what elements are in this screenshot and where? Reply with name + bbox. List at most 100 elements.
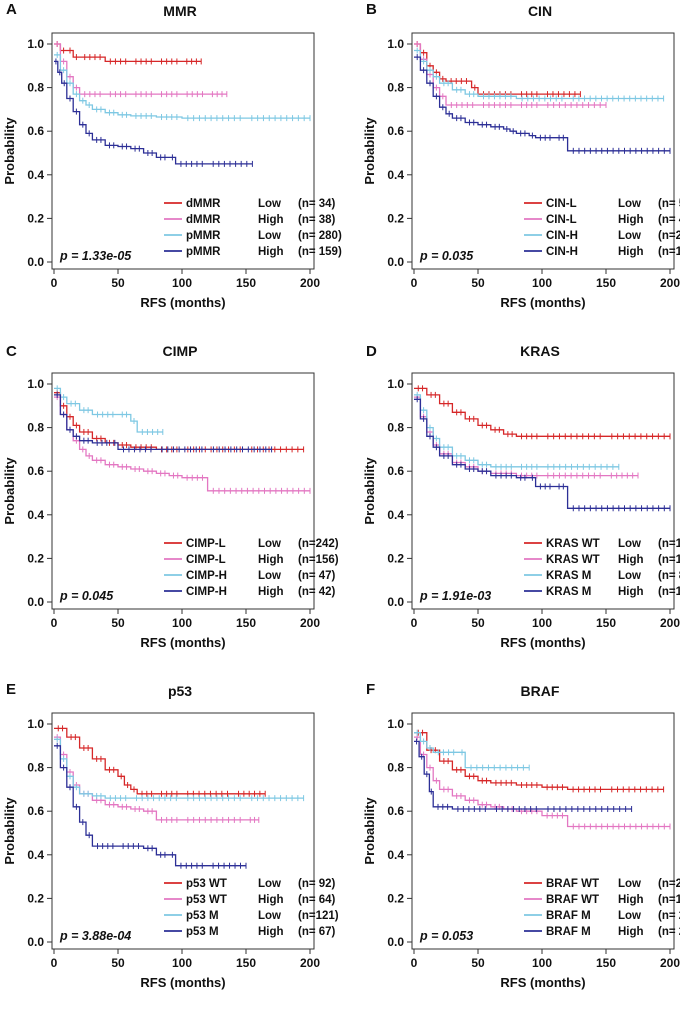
km-curve (414, 732, 664, 791)
legend-n: (n= 38) (298, 214, 336, 226)
y-tick-label: 0.8 (387, 421, 404, 435)
plot-frame (411, 712, 675, 950)
legend-level: Low (618, 878, 641, 890)
x-axis-label: RFS (months) (140, 635, 225, 650)
legend-n: (n=156) (298, 554, 339, 566)
km-curve (54, 43, 227, 95)
y-tick-label: 1.0 (387, 717, 404, 731)
x-tick-label: 50 (471, 616, 485, 630)
legend-name: CIN-L (546, 198, 577, 210)
legend-level: Low (618, 230, 641, 242)
legend-n: (n= 42) (298, 586, 336, 598)
x-tick-label: 0 (51, 956, 58, 970)
x-tick-label: 150 (596, 616, 616, 630)
legend-entry: CIMP-L Low (n=242) (164, 538, 339, 550)
legend-entry: p53 WT Low (n= 92) (164, 878, 336, 890)
legend-level: Low (258, 538, 281, 550)
legend-entry: KRAS WT High (n=133) (524, 554, 680, 566)
y-tick-label: 0.0 (27, 935, 44, 949)
legend-name: BRAF M (546, 926, 591, 938)
km-curve (54, 394, 272, 451)
y-tick-label: 0.2 (387, 551, 404, 565)
x-tick-label: 200 (660, 616, 680, 630)
legend-level: Low (618, 538, 641, 550)
legend-entry: BRAF M High (n= 26) (524, 926, 680, 938)
y-tick-label: 0.6 (387, 464, 404, 478)
y-axis-label: Probability (2, 457, 17, 525)
panel-letter: C (6, 343, 17, 360)
y-tick-label: 0.6 (27, 124, 44, 138)
panel-a: A MMR 0 50 100 150 200 0.0 0.2 0.4 0.6 0.8 1.0 RFS (m… (2, 1, 342, 310)
p-value: p = 3.88e-04 (59, 929, 131, 943)
series-3 (414, 47, 665, 102)
series-3 (54, 385, 164, 435)
y-tick-label: 0.6 (387, 124, 404, 138)
legend-entry: KRAS WT Low (n=189) (524, 538, 680, 550)
y-tick-label: 0.6 (27, 804, 44, 818)
x-tick-label: 150 (596, 956, 616, 970)
legend-n: (n= 47) (298, 570, 336, 582)
legend-entry: KRAS M High (n=128) (524, 586, 680, 598)
km-curve (54, 387, 163, 433)
legend-level: High (258, 214, 284, 226)
y-tick-label: 0.8 (27, 81, 44, 95)
km-curve (414, 43, 581, 95)
legend-entry: dMMR High (n= 38) (164, 214, 336, 226)
x-tick-label: 100 (172, 616, 192, 630)
x-tick-label: 0 (51, 616, 58, 630)
legend-n: (n= 86) (658, 570, 680, 582)
plot-frame (411, 372, 675, 610)
legend-n: (n= 26) (658, 926, 680, 938)
panel-f: F BRAF 0 50 100 150 200 0.0 0.2 0.4 0.6 0.8 1.0 RFS (… (362, 681, 680, 990)
legend-n: (n= 46) (658, 214, 680, 226)
x-tick-label: 100 (532, 276, 552, 290)
y-tick-label: 1.0 (27, 717, 44, 731)
y-tick-label: 0.6 (27, 464, 44, 478)
x-tick-label: 50 (111, 956, 125, 970)
y-tick-label: 1.0 (387, 377, 404, 391)
km-curve (54, 60, 253, 165)
legend-n: (n= 92) (298, 878, 336, 890)
legend-level: Low (258, 230, 281, 242)
y-tick-label: 1.0 (27, 37, 44, 51)
legend-level: High (258, 586, 284, 598)
series-4 (54, 391, 273, 453)
y-tick-label: 0.4 (387, 168, 404, 182)
series-2 (414, 41, 607, 109)
y-tick-label: 0.2 (27, 211, 44, 225)
km-curve (414, 736, 670, 828)
series-3 (414, 729, 530, 771)
x-tick-label: 0 (411, 276, 418, 290)
km-curve (414, 740, 632, 810)
legend-entry: CIN-H Low (n=207) (524, 230, 680, 242)
legend-level: High (258, 554, 284, 566)
legend-entry: CIMP-L High (n=156) (164, 554, 339, 566)
legend-level: Low (618, 198, 641, 210)
x-tick-label: 50 (111, 276, 125, 290)
y-tick-label: 0.8 (387, 81, 404, 95)
x-tick-label: 100 (172, 956, 192, 970)
legend-level: High (258, 894, 284, 906)
legend-name: dMMR (186, 214, 221, 226)
legend-n: (n= 67) (298, 926, 336, 938)
km-curve (414, 732, 530, 769)
y-tick-label: 1.0 (27, 377, 44, 391)
y-tick-label: 0.4 (27, 508, 44, 522)
legend-name: p53 M (186, 926, 219, 938)
km-curve (54, 54, 310, 119)
legend-entry: BRAF WT Low (n=275) (524, 878, 680, 890)
legend-n: (n=207) (658, 230, 680, 242)
legend-name: CIN-L (546, 214, 577, 226)
legend-entry: pMMR Low (n= 280) (164, 230, 342, 242)
legend-entry: CIN-L High (n= 46) (524, 214, 680, 226)
series-4 (54, 58, 253, 167)
p-value: p = 0.035 (419, 249, 474, 263)
legend-level: Low (618, 570, 641, 582)
panel-title: BRAF (521, 683, 560, 699)
legend-level: Low (258, 198, 281, 210)
x-tick-label: 200 (300, 956, 320, 970)
legend-level: High (618, 586, 644, 598)
series-2 (414, 734, 671, 830)
legend-name: BRAF M (546, 910, 591, 922)
y-tick-label: 0.4 (387, 848, 404, 862)
